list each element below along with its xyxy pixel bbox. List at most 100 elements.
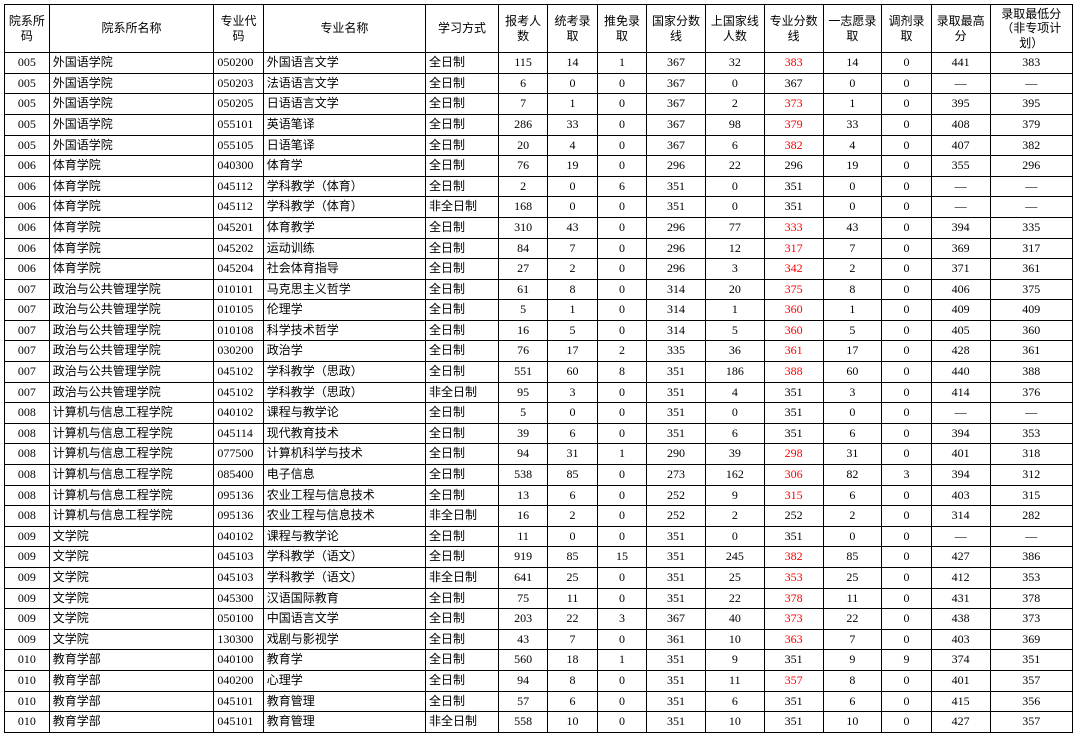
cell-13: 408 xyxy=(931,114,990,135)
cell-7: 0 xyxy=(597,300,646,321)
table-row: 009文学院045103学科教学（语文）全日制91985153512453828… xyxy=(5,547,1073,568)
cell-4: 全日制 xyxy=(426,485,499,506)
cell-12: 0 xyxy=(882,712,931,733)
cell-6: 85 xyxy=(548,465,597,486)
cell-6: 2 xyxy=(548,506,597,527)
cell-13: 394 xyxy=(931,423,990,444)
cell-13: 407 xyxy=(931,135,990,156)
cell-10: 360 xyxy=(764,300,823,321)
cell-13: — xyxy=(931,197,990,218)
cell-9: 40 xyxy=(705,609,764,630)
cell-10: 388 xyxy=(764,362,823,383)
cell-1: 计算机与信息工程学院 xyxy=(49,423,214,444)
cell-10: 357 xyxy=(764,670,823,691)
cell-11: 4 xyxy=(823,135,882,156)
table-header-row: 院系所码院系所名称专业代码专业名称学习方式报考人数统考录取推免录取国家分数线上国… xyxy=(5,5,1073,53)
cell-11: 2 xyxy=(823,506,882,527)
table-row: 007政治与公共管理学院045102学科教学（思政）非全日制9530351435… xyxy=(5,382,1073,403)
cell-4: 全日制 xyxy=(426,465,499,486)
cell-6: 7 xyxy=(548,629,597,650)
cell-5: 641 xyxy=(498,568,547,589)
cell-6: 18 xyxy=(548,650,597,671)
col-header-12: 调剂录取 xyxy=(882,5,931,53)
cell-11: 0 xyxy=(823,176,882,197)
cell-3: 英语笔译 xyxy=(263,114,425,135)
cell-13: 409 xyxy=(931,300,990,321)
cell-14: 312 xyxy=(990,465,1072,486)
table-row: 005外国语学院055105日语笔译全日制2040367638240407382 xyxy=(5,135,1073,156)
cell-6: 43 xyxy=(548,217,597,238)
cell-11: 6 xyxy=(823,423,882,444)
cell-12: 0 xyxy=(882,114,931,135)
cell-1: 体育学院 xyxy=(49,259,214,280)
cell-10: 298 xyxy=(764,444,823,465)
cell-0: 006 xyxy=(5,259,50,280)
cell-0: 009 xyxy=(5,629,50,650)
cell-0: 009 xyxy=(5,588,50,609)
cell-12: 0 xyxy=(882,156,931,177)
cell-4: 全日制 xyxy=(426,279,499,300)
cell-14: 386 xyxy=(990,547,1072,568)
cell-13: 427 xyxy=(931,547,990,568)
cell-0: 008 xyxy=(5,465,50,486)
cell-0: 008 xyxy=(5,506,50,527)
cell-3: 外国语言文学 xyxy=(263,53,425,74)
cell-4: 全日制 xyxy=(426,670,499,691)
cell-13: 314 xyxy=(931,506,990,527)
cell-9: 12 xyxy=(705,238,764,259)
cell-6: 5 xyxy=(548,320,597,341)
cell-5: 76 xyxy=(498,341,547,362)
table-row: 008计算机与信息工程学院095136农业工程与信息技术非全日制16202522… xyxy=(5,506,1073,527)
table-row: 009文学院040102课程与教学论全日制1100351035100—— xyxy=(5,526,1073,547)
cell-1: 政治与公共管理学院 xyxy=(49,320,214,341)
cell-3: 农业工程与信息技术 xyxy=(263,506,425,527)
cell-8: 335 xyxy=(647,341,706,362)
cell-1: 外国语学院 xyxy=(49,114,214,135)
cell-2: 045202 xyxy=(214,238,263,259)
cell-3: 中国语言文学 xyxy=(263,609,425,630)
cell-2: 095136 xyxy=(214,506,263,527)
cell-4: 全日制 xyxy=(426,403,499,424)
cell-8: 351 xyxy=(647,547,706,568)
table-body: 005外国语学院050200外国语言文学全日制11514136732383140… xyxy=(5,53,1073,733)
col-header-13: 录取最高分 xyxy=(931,5,990,53)
cell-14: 357 xyxy=(990,712,1072,733)
cell-2: 040200 xyxy=(214,670,263,691)
cell-3: 运动训练 xyxy=(263,238,425,259)
table-row: 009文学院050100中国语言文学全日制2032233674037322043… xyxy=(5,609,1073,630)
cell-13: 401 xyxy=(931,444,990,465)
cell-6: 1 xyxy=(548,94,597,115)
cell-3: 农业工程与信息技术 xyxy=(263,485,425,506)
cell-12: 0 xyxy=(882,506,931,527)
table-row: 006体育学院045201体育教学全日制31043029677333430394… xyxy=(5,217,1073,238)
cell-3: 学科教学（思政） xyxy=(263,362,425,383)
cell-1: 体育学院 xyxy=(49,176,214,197)
table-row: 008计算机与信息工程学院077500计算机科学与技术全日制9431129039… xyxy=(5,444,1073,465)
cell-9: 6 xyxy=(705,135,764,156)
cell-9: 186 xyxy=(705,362,764,383)
cell-2: 045103 xyxy=(214,547,263,568)
cell-9: 11 xyxy=(705,670,764,691)
cell-0: 009 xyxy=(5,526,50,547)
cell-7: 0 xyxy=(597,259,646,280)
cell-12: 0 xyxy=(882,588,931,609)
cell-7: 0 xyxy=(597,506,646,527)
cell-1: 计算机与信息工程学院 xyxy=(49,403,214,424)
cell-10: 351 xyxy=(764,382,823,403)
cell-11: 17 xyxy=(823,341,882,362)
cell-2: 040300 xyxy=(214,156,263,177)
cell-9: 3 xyxy=(705,259,764,280)
cell-11: 1 xyxy=(823,300,882,321)
cell-12: 0 xyxy=(882,547,931,568)
cell-14: 376 xyxy=(990,382,1072,403)
cell-4: 全日制 xyxy=(426,259,499,280)
cell-10: 351 xyxy=(764,712,823,733)
cell-5: 310 xyxy=(498,217,547,238)
cell-7: 0 xyxy=(597,135,646,156)
cell-12: 0 xyxy=(882,382,931,403)
cell-14: 315 xyxy=(990,485,1072,506)
cell-9: 36 xyxy=(705,341,764,362)
cell-4: 全日制 xyxy=(426,650,499,671)
cell-6: 1 xyxy=(548,300,597,321)
cell-0: 005 xyxy=(5,114,50,135)
